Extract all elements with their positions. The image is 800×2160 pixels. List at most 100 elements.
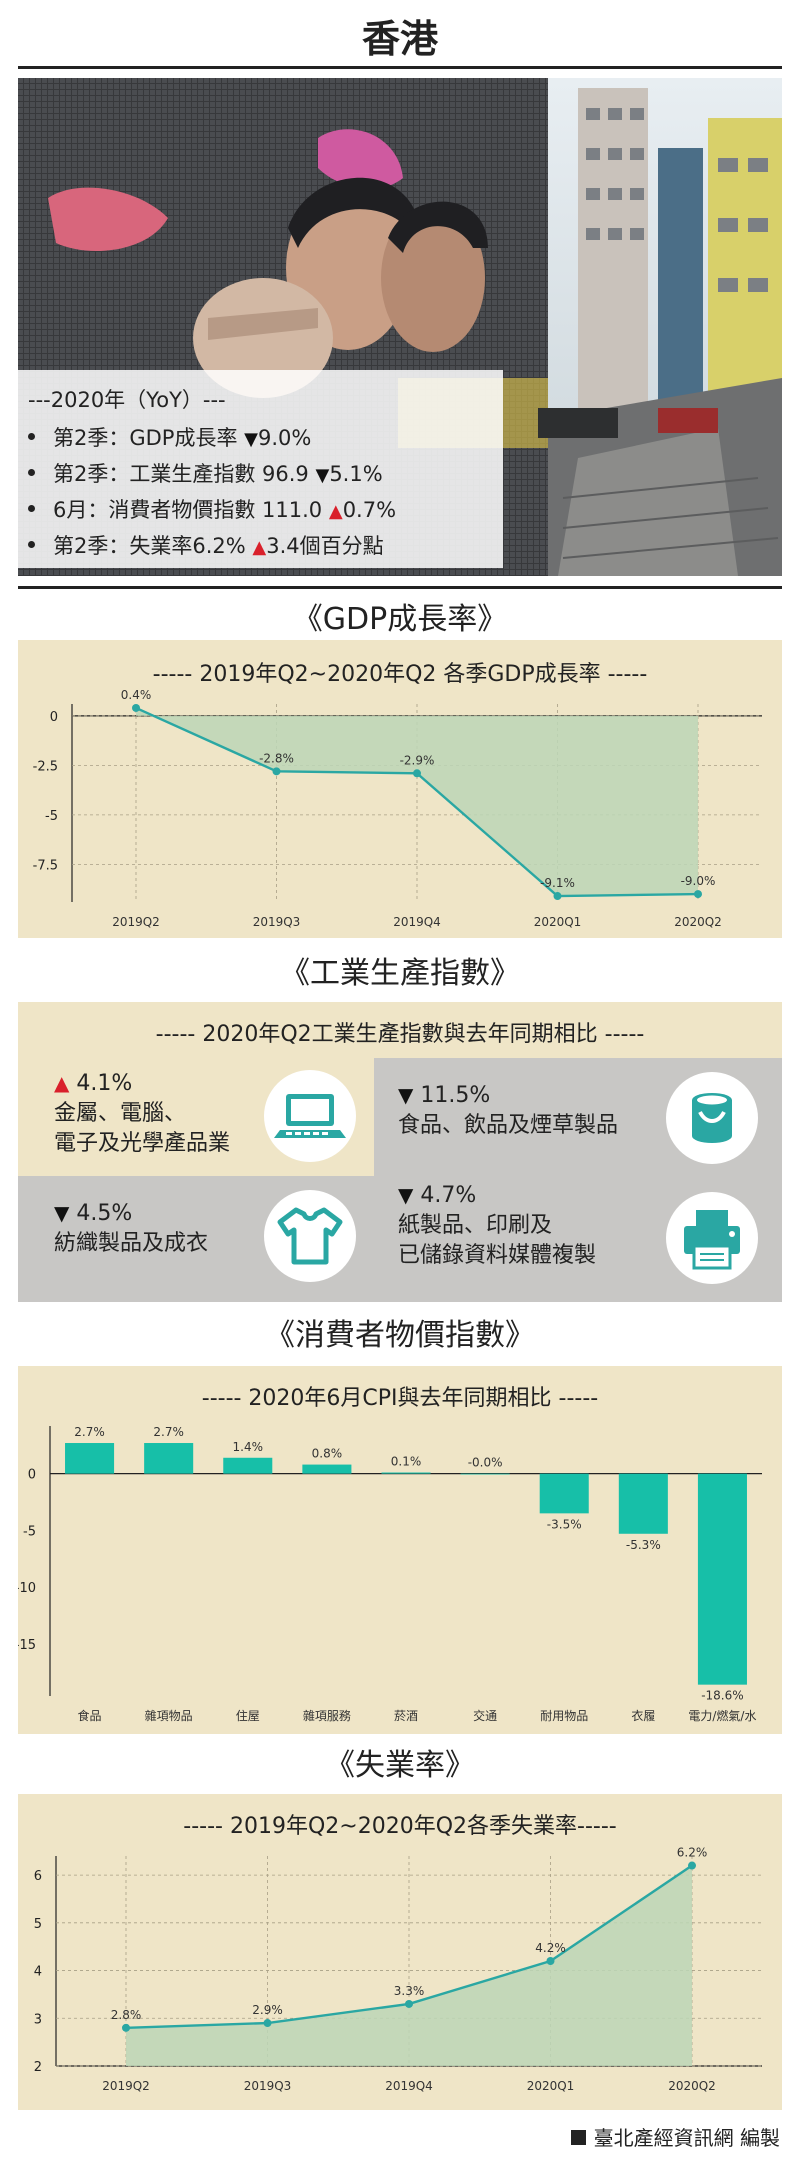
- cpi-x-tick-label: 電力/燃氣/水: [688, 1708, 756, 1723]
- ip-item-paper-printing: ▼ 4.7% 紙製品、印刷及 已儲錄資料媒體複製: [398, 1183, 597, 1268]
- cpi-data-label: 0.1%: [391, 1455, 422, 1469]
- gdp-y-tick-label: 0: [50, 710, 58, 725]
- cpi-y-tick-label: 0: [28, 1468, 36, 1483]
- section-title-industrial-production: 《工業生產指數》: [280, 956, 520, 991]
- unemp-data-label: 3.3%: [394, 1984, 425, 1998]
- cpi-x-tick-label: 交通: [473, 1708, 497, 1723]
- laptop-icon: [264, 1070, 356, 1162]
- gdp-data-label: 0.4%: [121, 688, 152, 702]
- gdp-y-tick-label: -7.5: [33, 858, 58, 873]
- cpi-bar: [618, 1473, 668, 1534]
- unemp-data-label: 4.2%: [535, 1941, 566, 1955]
- unemp-data-point: [546, 1957, 555, 1965]
- cpi-bar: [223, 1457, 273, 1474]
- cpi-y-tick-label: -10: [18, 1581, 36, 1596]
- unemp-y-tick-label: 4: [34, 1965, 42, 1980]
- gdp-data-label: -2.9%: [400, 753, 435, 767]
- gdp-y-tick-label: -2.5: [33, 759, 58, 774]
- unemp-x-tick-label: 2020Q1: [527, 2079, 575, 2093]
- unemp-data-point: [405, 1999, 413, 2008]
- square-icon: [570, 2130, 586, 2145]
- gdp-x-tick-label: 2020Q2: [674, 915, 722, 929]
- bullet-icon: [28, 432, 35, 440]
- gdp-x-tick-label: 2019Q4: [393, 915, 441, 929]
- unemp-y-tick-label: 5: [34, 1917, 42, 1932]
- gdp-data-point: [272, 767, 281, 776]
- bullet-icon: [28, 468, 35, 476]
- cpi-x-tick-label: 住屋: [236, 1709, 260, 1723]
- up-triangle-icon: ▲: [328, 501, 343, 522]
- cpi-chart-panel: [18, 1366, 782, 1734]
- cpi-y-tick-label: -15: [18, 1638, 36, 1653]
- unemp-y-tick-label: 6: [34, 1869, 42, 1884]
- unemp-data-point: [688, 1861, 696, 1870]
- up-triangle-icon: ▲: [54, 1071, 70, 1095]
- bullet-icon: [28, 540, 35, 548]
- gdp-data-label: -9.0%: [681, 874, 716, 888]
- cpi-data-label: -3.5%: [547, 1517, 582, 1531]
- unemp-data-point: [122, 2023, 130, 2032]
- cpi-x-tick-label: 食品: [78, 1708, 102, 1723]
- gdp-data-point: [132, 703, 140, 712]
- gdp-x-tick-label: 2019Q2: [112, 915, 160, 929]
- cpi-bar: [302, 1464, 352, 1474]
- hero-summary-line-unemployment: 第2季：失業率6.2% ▲3.4個百分點: [28, 530, 384, 560]
- section-title-cpi: 《消費者物價指數》: [265, 1318, 535, 1353]
- footer-credit: 臺北產經資訊網 編製: [570, 2122, 780, 2151]
- ip-item-food-beverage-tobacco: ▼ 11.5% 食品、飲品及煙草製品: [398, 1083, 619, 1138]
- gdp-x-tick-label: 2020Q1: [534, 915, 582, 929]
- gdp-chart: 0 -2.5 -5 -7.5 0.4% 2019Q2 -2.8% 2019Q3 -2.9% 201…: [33, 688, 762, 929]
- page-title: 香港: [361, 17, 438, 61]
- gdp-y-tick-label: -5: [45, 809, 58, 824]
- unemp-y-tick-label: 3: [34, 2012, 42, 2027]
- cpi-data-label: -0.0%: [468, 1456, 503, 1470]
- down-triangle-icon: ▼: [315, 465, 330, 486]
- unemp-x-tick-label: 2019Q3: [244, 2079, 292, 2093]
- cpi-x-tick-label: 耐用物品: [540, 1709, 588, 1723]
- cpi-bar: [65, 1443, 115, 1474]
- printer-icon: [666, 1192, 758, 1284]
- cpi-x-tick-label: 雜項服務: [303, 1708, 351, 1723]
- unemployment-chart-title: ----- 2019年Q2~2020年Q2各季失業率-----: [183, 1814, 617, 1839]
- gdp-area-fill: [136, 707, 698, 897]
- gdp-chart-title: ----- 2019年Q2~2020年Q2 各季GDP成長率 -----: [152, 662, 648, 687]
- cpi-x-tick-label: 菸酒: [394, 1709, 418, 1723]
- ip-panel-title: ----- 2020年Q2工業生產指數與去年同期相比 -----: [155, 1022, 645, 1047]
- gdp-data-label: -9.1%: [540, 876, 575, 890]
- title-divider: [18, 66, 782, 69]
- unemployment-chart: 2 3 4 5 6 2.8% 2019Q2 2.9% 2019Q3 3.3% 2019Q4 4.2% 2…: [34, 1846, 762, 2093]
- cpi-bar: [539, 1473, 589, 1514]
- down-triangle-icon: ▼: [398, 1183, 414, 1207]
- cpi-chart-title: ----- 2020年6月CPI與去年同期相比 -----: [201, 1386, 599, 1411]
- gdp-data-point: [413, 769, 421, 778]
- cpi-bar: [460, 1473, 510, 1475]
- unemp-x-tick-label: 2020Q2: [668, 2079, 716, 2093]
- section-title-gdp: 《GDP成長率》: [292, 602, 508, 637]
- unemp-x-tick-label: 2019Q2: [102, 2079, 150, 2093]
- hero-photo: [18, 78, 782, 576]
- unemp-data-label: 2.8%: [111, 2008, 142, 2022]
- hero-summary-line-cpi: 6月：消費者物價指數 111.0 ▲0.7%: [28, 494, 396, 524]
- down-triangle-icon: ▼: [54, 1201, 70, 1225]
- unemp-y-tick-label: 2: [34, 2060, 42, 2075]
- ip-item-metal-electronics: ▲ 4.1% 金屬、電腦、 電子及光學產品業: [54, 1071, 231, 1156]
- bullet-icon: [28, 504, 35, 512]
- cpi-x-tick-label: 雜項物品: [145, 1708, 193, 1723]
- canned-food-icon: [666, 1072, 758, 1164]
- hero-divider: [18, 586, 782, 589]
- up-triangle-icon: ▲: [252, 537, 267, 558]
- unemp-data-label: 6.2%: [677, 1846, 708, 1860]
- cpi-x-tick-label: 衣履: [631, 1708, 655, 1723]
- hero-summary-header: ---2020年（YoY）---: [28, 388, 226, 412]
- hero-summary-line-gdp: 第2季：GDP成長率 ▼9.0%: [28, 422, 311, 452]
- hero-summary-box: ---2020年（YoY）--- 第2季：GDP成長率 ▼9.0% 第2季：工業…: [18, 370, 503, 568]
- cpi-data-label: 1.4%: [233, 1440, 264, 1454]
- gdp-data-point: [553, 892, 562, 901]
- hero-summary-line-ip: 第2季：工業生產指數 96.9 ▼5.1%: [28, 458, 383, 488]
- tshirt-icon: [264, 1190, 356, 1282]
- unemp-data-point: [263, 2019, 272, 2028]
- down-triangle-icon: ▼: [244, 429, 258, 450]
- cpi-bar: [697, 1473, 747, 1685]
- cpi-data-label: -5.3%: [626, 1538, 661, 1552]
- unemp-data-label: 2.9%: [252, 2003, 283, 2017]
